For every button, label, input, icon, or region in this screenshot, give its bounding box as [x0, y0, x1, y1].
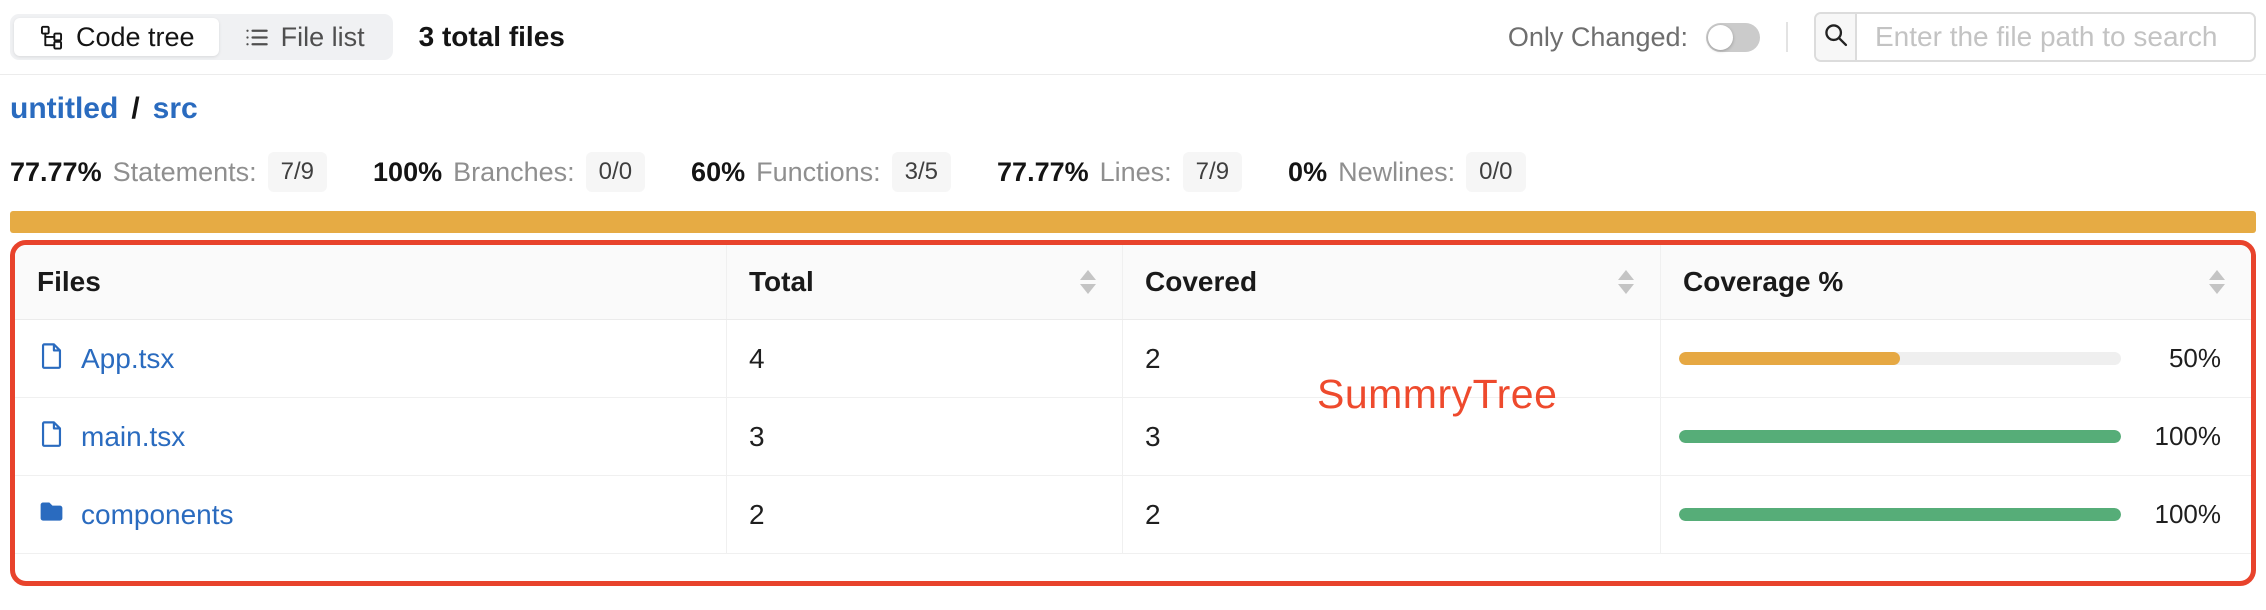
cell-total: 3 — [727, 398, 1123, 475]
total-files-count: 3 total files — [418, 21, 565, 52]
file-name: App.tsx — [81, 342, 175, 374]
table-header: Files Total Covered Coverage % — [15, 245, 2251, 320]
folder-name: components — [81, 498, 234, 530]
column-header-files: Files — [15, 245, 727, 319]
main-content: untitled / src 77.77% Statements: 7/9 10… — [0, 92, 2266, 586]
stat-percent: 77.77% — [997, 156, 1089, 187]
view-mode-code-tree[interactable]: Code tree — [14, 18, 219, 56]
coverage-bar-track — [1679, 430, 2121, 443]
stat-percent: 100% — [373, 156, 443, 187]
file-link[interactable]: App.tsx — [37, 341, 174, 377]
cell-coverage: 50% — [1661, 320, 2251, 397]
stat-functions: 60% Functions: 3/5 — [691, 152, 952, 192]
stat-label: Lines: — [1099, 156, 1172, 187]
stat-statements: 77.77% Statements: 7/9 — [10, 152, 328, 192]
stat-lines: 77.77% Lines: 7/9 — [997, 152, 1243, 192]
breadcrumb-item-src[interactable]: src — [152, 92, 198, 125]
cell-covered: 2 — [1123, 476, 1661, 553]
annotation-box: Files Total Covered Coverage % — [10, 240, 2256, 586]
column-label: Total — [749, 266, 814, 297]
toolbar-divider — [1786, 22, 1788, 52]
coverage-percent-label: 100% — [2154, 421, 2222, 451]
list-icon — [243, 24, 270, 51]
overall-coverage-bar — [10, 211, 2256, 233]
search-icon — [1822, 21, 1850, 54]
view-mode-label: Code tree — [76, 21, 195, 52]
column-label: Covered — [1145, 266, 1258, 297]
cell-coverage: 100% — [1661, 398, 2251, 475]
only-changed-label: Only Changed: — [1507, 21, 1688, 52]
stat-fraction-badge: 0/0 — [1466, 152, 1526, 192]
only-changed-toggle[interactable] — [1706, 22, 1760, 52]
file-name: main.tsx — [81, 420, 186, 452]
folder-link[interactable]: components — [37, 497, 234, 533]
cell-coverage: 100% — [1661, 476, 2251, 553]
column-header-covered[interactable]: Covered — [1123, 245, 1661, 319]
column-label: Coverage % — [1683, 266, 1844, 297]
sort-icon[interactable] — [1618, 270, 1634, 294]
file-icon — [37, 419, 66, 455]
toolbar: Code tree File list 3 total files Only C… — [0, 0, 2266, 75]
file-icon — [37, 341, 66, 377]
coverage-percent-label: 50% — [2168, 343, 2221, 373]
table-row: App.tsx 4 2 50% — [15, 320, 2251, 398]
coverage-bar-fill — [1679, 508, 2121, 521]
view-mode-switcher: Code tree File list — [10, 14, 393, 60]
stat-fraction-badge: 3/5 — [891, 152, 952, 192]
stat-label: Newlines: — [1338, 156, 1456, 187]
breadcrumb-item-untitled[interactable]: untitled — [10, 92, 119, 125]
file-link[interactable]: main.tsx — [37, 419, 185, 455]
coverage-bar-track — [1679, 352, 2121, 365]
cell-file: main.tsx — [15, 398, 727, 475]
column-header-total[interactable]: Total — [727, 245, 1123, 319]
cell-file: App.tsx — [15, 320, 727, 397]
tree-icon — [38, 24, 65, 51]
cell-file: components — [15, 476, 727, 553]
sort-icon[interactable] — [2209, 270, 2225, 294]
view-mode-label: File list — [280, 21, 365, 52]
annotation-label: SummryTree — [1317, 371, 1558, 417]
stat-newlines: 0% Newlines: 0/0 — [1288, 152, 1526, 192]
cell-total: 2 — [727, 476, 1123, 553]
cell-covered: 3 — [1123, 398, 1661, 475]
cell-covered: 2 — [1123, 320, 1661, 397]
folder-icon — [37, 497, 66, 533]
cell-total: 4 — [727, 320, 1123, 397]
coverage-bar-track — [1679, 508, 2121, 521]
coverage-percent-label: 100% — [2154, 499, 2222, 529]
coverage-bar-fill — [1679, 352, 1900, 365]
stat-branches: 100% Branches: 0/0 — [373, 152, 646, 192]
toolbar-right: Only Changed: — [1508, 12, 2256, 62]
stat-label: Branches: — [453, 156, 575, 187]
search-input[interactable] — [1857, 14, 2254, 60]
table-row: components 2 2 100% — [15, 476, 2251, 554]
breadcrumb-separator: / — [131, 92, 140, 125]
stat-fraction-badge: 7/9 — [1182, 152, 1243, 192]
column-header-coverage[interactable]: Coverage % — [1661, 245, 2251, 319]
stat-fraction-badge: 7/9 — [267, 152, 328, 192]
sort-icon[interactable] — [1080, 270, 1096, 294]
file-search — [1814, 12, 2256, 62]
stat-percent: 60% — [691, 156, 746, 187]
breadcrumb: untitled / src — [10, 92, 2256, 126]
search-button[interactable] — [1816, 14, 1857, 60]
stat-fraction-badge: 0/0 — [585, 152, 646, 192]
table-row: main.tsx 3 3 100% — [15, 398, 2251, 476]
stat-label: Statements: — [112, 156, 257, 187]
toggle-knob — [1708, 24, 1733, 50]
coverage-summary-stats: 77.77% Statements: 7/9 100% Branches: 0/… — [10, 152, 2256, 192]
view-mode-file-list[interactable]: File list — [219, 18, 389, 56]
stat-percent: 77.77% — [10, 156, 102, 187]
coverage-bar-fill — [1679, 430, 2121, 443]
column-label: Files — [37, 266, 101, 297]
stat-label: Functions: — [756, 156, 881, 187]
stat-percent: 0% — [1288, 156, 1328, 187]
